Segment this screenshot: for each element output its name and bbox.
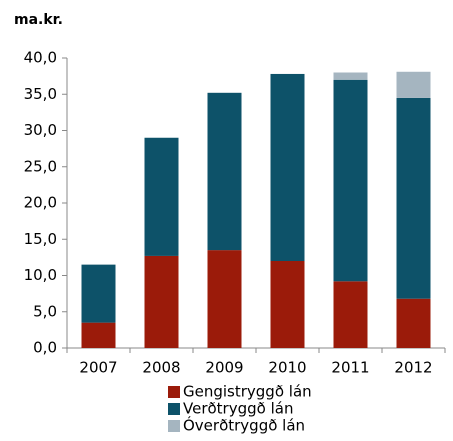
bar-segment xyxy=(333,281,368,348)
legend-swatch xyxy=(168,420,180,432)
legend-label: Gengistryggð lán xyxy=(183,383,312,401)
y-tick-label: 25,0 xyxy=(24,157,57,175)
y-axis-label: ma.kr. xyxy=(14,12,63,28)
y-tick-label: 5,0 xyxy=(33,302,57,320)
bar-segment xyxy=(396,298,431,348)
y-tick-label: 10,0 xyxy=(24,266,57,284)
x-tick-label: 2009 xyxy=(205,359,243,377)
bar-segment xyxy=(333,79,368,282)
y-tick-label: 0,0 xyxy=(33,339,57,357)
y-tick-label: 35,0 xyxy=(24,85,57,103)
bar-segment xyxy=(270,73,305,261)
legend-swatch xyxy=(168,386,180,398)
legend-label: Verðtryggð lán xyxy=(183,400,293,418)
bar-segment xyxy=(333,72,368,80)
x-tick-label: 2008 xyxy=(142,359,180,377)
bar-segment xyxy=(396,97,431,299)
x-tick-label: 2011 xyxy=(331,359,369,377)
y-tick-label: 20,0 xyxy=(24,194,57,212)
bar-segment xyxy=(144,255,179,348)
bar-segment xyxy=(81,264,116,323)
bar-segment xyxy=(207,250,242,348)
x-tick-label: 2007 xyxy=(79,359,117,377)
x-tick-label: 2012 xyxy=(394,359,432,377)
bar-segment xyxy=(207,92,242,251)
y-tick-label: 15,0 xyxy=(24,230,57,248)
bar-segment xyxy=(144,137,179,256)
bar-segment xyxy=(396,71,431,98)
bar-segment xyxy=(81,322,116,348)
x-tick-label: 2010 xyxy=(268,359,306,377)
legend-swatch xyxy=(168,403,180,415)
legend-label: Óverðtryggð lán xyxy=(183,416,305,435)
y-tick-label: 30,0 xyxy=(24,121,57,139)
bar-segment xyxy=(270,261,305,348)
y-tick-label: 40,0 xyxy=(24,49,57,67)
